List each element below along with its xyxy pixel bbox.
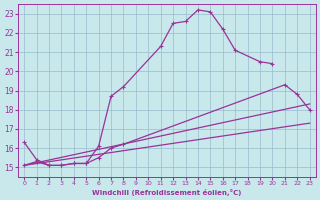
X-axis label: Windchill (Refroidissement éolien,°C): Windchill (Refroidissement éolien,°C) — [92, 189, 242, 196]
